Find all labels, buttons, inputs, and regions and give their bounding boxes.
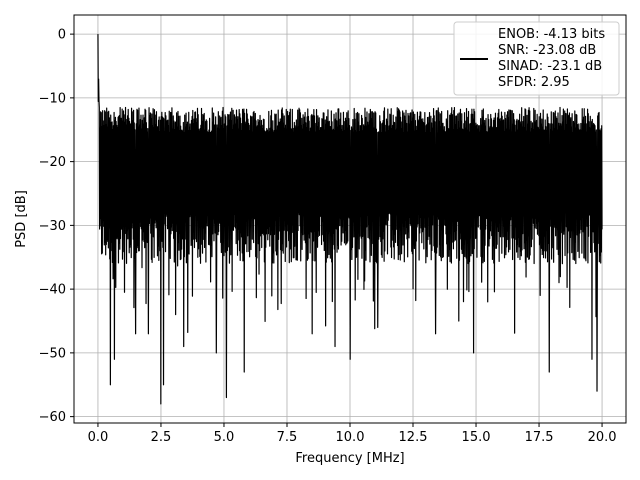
x-tick-label: 7.5 [277,430,298,445]
y-tick-label: −40 [39,283,66,298]
x-tick-label: 15.0 [462,430,491,445]
y-tick-label: 0 [58,28,66,43]
x-tick-label: 10.0 [336,430,365,445]
x-tick-label: 17.5 [525,430,554,445]
legend-box [453,21,620,96]
x-tick-label: 2.5 [151,430,172,445]
y-tick-label: −10 [39,91,66,106]
y-tick-label: −30 [39,219,66,234]
y-axis-ticks: 0 −10 −20 −30 −40 −50 −60 [39,28,74,425]
legend-text-sinad: SINAD: -23.1 dB [498,59,602,74]
x-tick-label: 5.0 [214,430,235,445]
legend-text-enob: ENOB: -4.13 bits [498,27,605,42]
legend-text-sfdr: SFDR: 2.95 [498,75,570,90]
x-axis-label: Frequency [MHz] [295,451,404,466]
y-tick-label: −60 [39,410,66,425]
x-tick-label: 0.0 [88,430,109,445]
y-tick-label: −20 [39,155,66,170]
legend-text-snr: SNR: -23.08 dB [498,43,596,58]
y-axis-label: PSD [dB] [14,190,29,248]
legend: ENOB: -4.13 bits SNR: -23.08 dB SINAD: -… [453,21,620,96]
x-tick-label: 12.5 [399,430,428,445]
psd-series [97,34,603,405]
psd-line [97,34,603,405]
x-tick-label: 20.0 [588,430,617,445]
x-axis-ticks: 0.0 2.5 5.0 7.5 10.0 12.5 15.0 17.5 20.0 [88,423,617,445]
y-tick-label: −50 [39,346,66,361]
